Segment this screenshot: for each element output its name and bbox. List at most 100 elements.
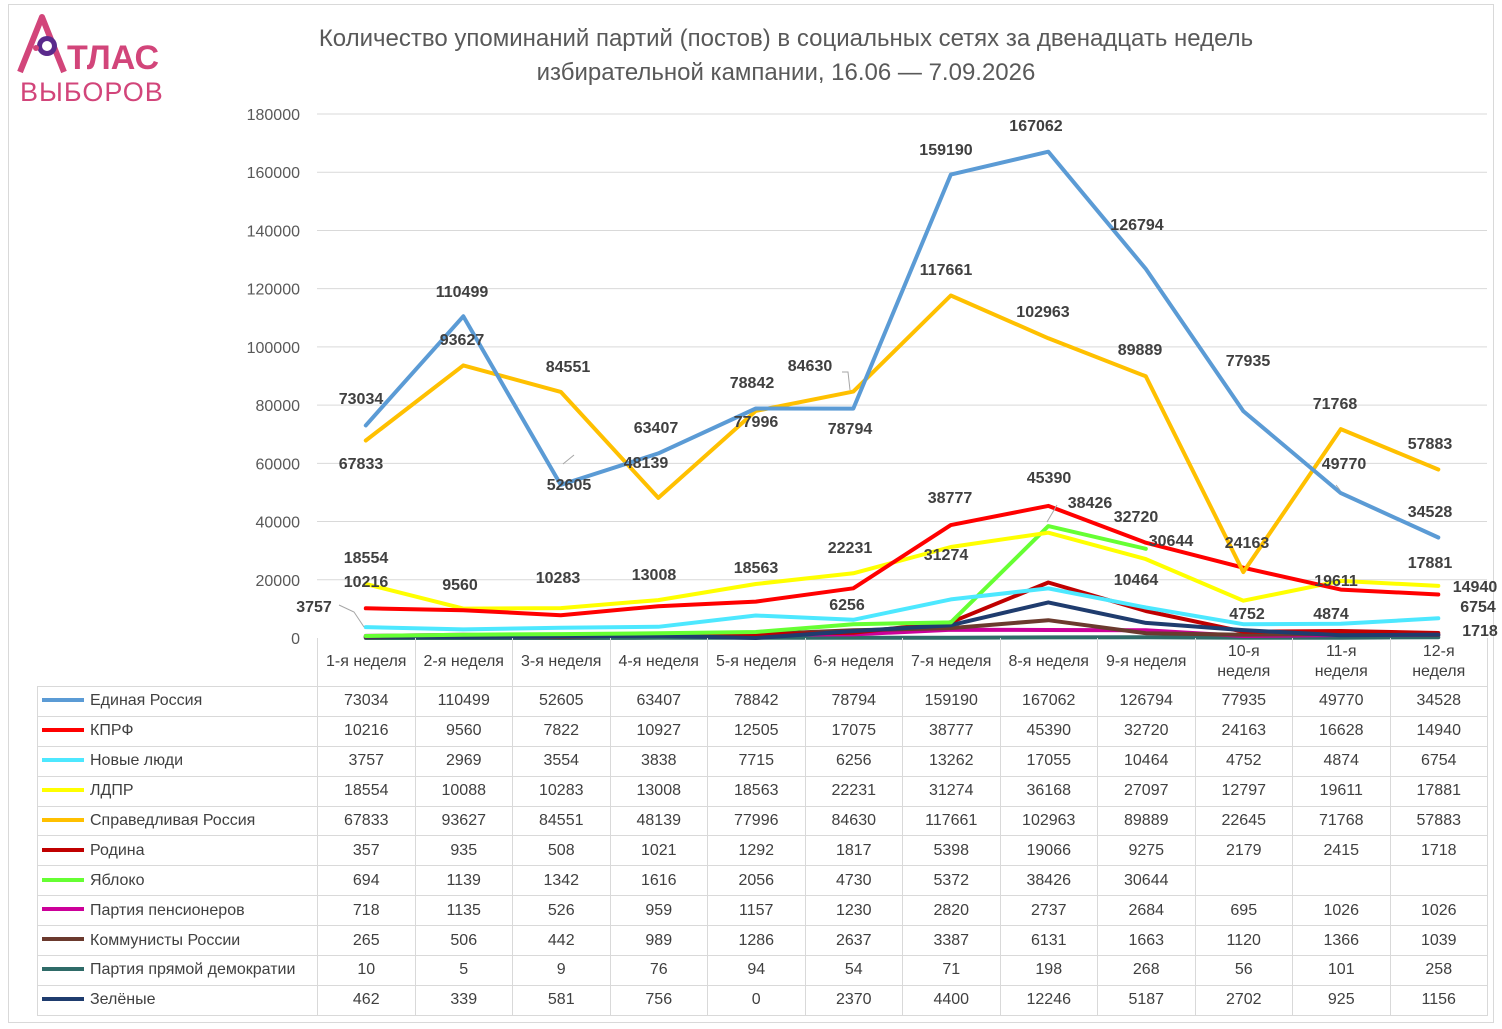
table-cell: 258 (1389, 955, 1488, 986)
category-label: 6-я неделя (804, 638, 903, 687)
data-label: 3757 (296, 599, 332, 616)
table-cell: 6754 (1389, 745, 1488, 777)
table-cell: 52605 (512, 686, 611, 717)
data-label: 10464 (1114, 572, 1159, 589)
category-label: 3-я неделя (512, 638, 611, 687)
table-cell: 84551 (512, 805, 611, 837)
category-label: 7-я неделя (902, 638, 1001, 687)
gridlines (317, 113, 1487, 581)
leader-line (562, 454, 575, 465)
series-name: Яблоко (90, 871, 145, 889)
table-row: Родина 357 935 508 1021 1292 1817 5398 19066 9275… (37, 835, 1488, 867)
data-label: 49770 (1322, 456, 1367, 473)
y-tick-label: 160000 (247, 165, 300, 182)
table-cell: 4730 (804, 865, 903, 897)
data-label: 30644 (1149, 533, 1194, 550)
category-label-line: 9-я неделя (1106, 653, 1187, 670)
table-cell: 32720 (1097, 715, 1196, 747)
table-cell: 22231 (804, 775, 903, 807)
category-label-line: 8-я неделя (1008, 653, 1089, 670)
data-label: 159190 (919, 142, 972, 159)
chart-title-line-2: избирательной кампании, 16.06 — 7.09.202… (537, 59, 1036, 86)
table-cell: 67833 (317, 805, 416, 837)
series-name-cell: Партия прямой демократии (37, 955, 318, 986)
series-name-cell: КПРФ (37, 715, 318, 747)
table-cell: 12797 (1194, 775, 1293, 807)
category-label-line: 1-я неделя (326, 653, 407, 670)
table-cell: 78842 (707, 686, 806, 717)
table-cell: 4400 (902, 984, 1001, 1016)
y-tick-label: 40000 (256, 515, 301, 532)
atlas-logo-mark (17, 14, 67, 74)
table-cell: 1026 (1389, 895, 1488, 927)
table-cell: 49770 (1292, 686, 1391, 717)
series-name: Партия пенсионеров (90, 901, 245, 919)
legend-swatch (42, 757, 84, 762)
table-cell: 76 (609, 955, 708, 986)
data-label: 84630 (788, 358, 833, 375)
data-label: 31274 (924, 547, 969, 564)
series-line-10 (363, 600, 1441, 640)
category-label: 5-я неделя (707, 638, 806, 687)
table-cell: 3838 (609, 745, 708, 777)
data-label: 52605 (547, 477, 592, 494)
category-label-line: 3-я неделя (521, 653, 602, 670)
table-cell: 7822 (512, 715, 611, 747)
table-cell: 63407 (609, 686, 708, 717)
table-cell: 9560 (414, 715, 513, 747)
series-line-1 (363, 503, 1441, 618)
table-cell: 1139 (414, 865, 513, 897)
series-name-cell: Яблоко (37, 865, 318, 897)
chart-frame (8, 4, 1494, 1023)
table-cell: 73034 (317, 686, 416, 717)
data-label: 63407 (634, 420, 679, 437)
data-label: 78842 (730, 375, 775, 392)
category-label-line: 7-я неделя (911, 653, 992, 670)
table-cell: 12505 (707, 715, 806, 747)
leader-line (1046, 504, 1058, 523)
table-cell: 17055 (999, 745, 1098, 777)
table-row: Коммунисты России 265 506 442 989 1286 2637 338… (37, 925, 1488, 957)
category-label: 9-я неделя (1097, 638, 1196, 687)
series-name: Партия прямой демократии (90, 961, 296, 979)
table-cell: 2637 (804, 925, 903, 957)
table-cell: 5187 (1097, 984, 1196, 1016)
legend-swatch (42, 698, 84, 703)
table-cell: 101 (1292, 955, 1391, 986)
data-label: 18563 (734, 560, 779, 577)
table-row: Партия пенсионеров 718 1135 526 959 1157 1230 2… (37, 895, 1488, 927)
table-cell: 6131 (999, 925, 1098, 957)
category-label: 10-я неделя (1194, 638, 1293, 687)
data-label: 93627 (440, 332, 485, 349)
y-tick-label: 100000 (247, 340, 300, 357)
data-label: 6754 (1460, 599, 1496, 616)
data-label: 102963 (1016, 304, 1069, 321)
table-cell: 925 (1292, 984, 1391, 1016)
table-row: Единая Россия 73034 110499 52605 63407 78842 7… (37, 686, 1488, 717)
table-cell: 54 (804, 955, 903, 986)
data-label: 48139 (624, 455, 669, 472)
table-cell: 38426 (999, 865, 1098, 897)
table-cell: 10216 (317, 715, 416, 747)
legend-swatch (42, 847, 84, 852)
data-labels: 73034 110499 52605 63407 78842 78794 159190 167… (296, 118, 1498, 640)
data-label: 71768 (1313, 396, 1358, 413)
table-cell: 10464 (1097, 745, 1196, 777)
table-cell: 5 (414, 955, 513, 986)
leader-line (1335, 484, 1341, 491)
series-name-cell: Зелёные (37, 984, 318, 1016)
table-cell (1194, 865, 1293, 897)
table-cell: 1286 (707, 925, 806, 957)
data-label: 9560 (442, 577, 478, 594)
table-cell: 34528 (1389, 686, 1488, 717)
series-line-0 (363, 149, 1441, 540)
table-row: Справедливая Россия 67833 93627 84551 48139 7… (37, 805, 1488, 837)
category-label: 11-я неделя (1292, 638, 1391, 687)
series-name: Новые люди (90, 752, 184, 770)
table-cell: 77996 (707, 805, 806, 837)
data-label: 19611 (1314, 573, 1358, 590)
table-cell: 30644 (1097, 865, 1196, 897)
table-cell: 17075 (804, 715, 903, 747)
data-label: 18554 (344, 550, 389, 567)
series-line-3 (363, 530, 1441, 611)
